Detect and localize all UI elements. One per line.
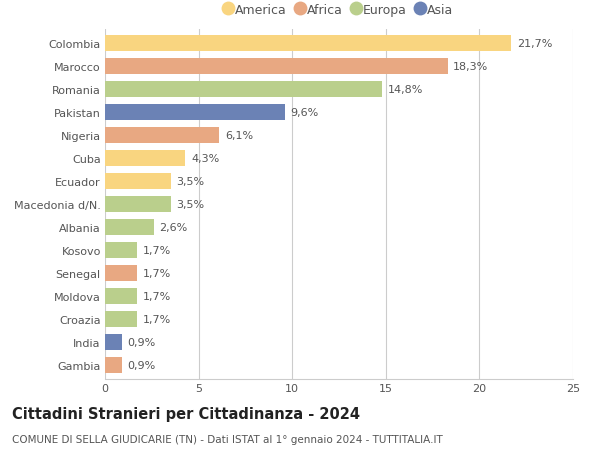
Text: COMUNE DI SELLA GIUDICARIE (TN) - Dati ISTAT al 1° gennaio 2024 - TUTTITALIA.IT: COMUNE DI SELLA GIUDICARIE (TN) - Dati I… — [12, 434, 443, 444]
Text: 18,3%: 18,3% — [453, 62, 488, 72]
Text: 1,7%: 1,7% — [142, 268, 170, 278]
Bar — [105, 81, 382, 97]
Text: 1,7%: 1,7% — [142, 245, 170, 255]
Bar — [105, 150, 185, 166]
Text: 3,5%: 3,5% — [176, 176, 204, 186]
Text: 1,7%: 1,7% — [142, 314, 170, 324]
Text: 14,8%: 14,8% — [388, 84, 423, 95]
Text: 9,6%: 9,6% — [290, 107, 319, 118]
Text: 1,7%: 1,7% — [142, 291, 170, 301]
Bar — [105, 196, 170, 212]
Bar — [105, 58, 448, 74]
Bar — [105, 288, 137, 304]
Bar — [105, 219, 154, 235]
Text: 0,9%: 0,9% — [127, 337, 156, 347]
Bar — [105, 173, 170, 189]
Bar — [105, 357, 122, 373]
Bar — [105, 334, 122, 350]
Legend: America, Africa, Europa, Asia: America, Africa, Europa, Asia — [225, 4, 453, 17]
Text: 21,7%: 21,7% — [517, 39, 552, 49]
Text: 0,9%: 0,9% — [127, 360, 156, 370]
Bar — [105, 36, 511, 52]
Text: 3,5%: 3,5% — [176, 199, 204, 209]
Bar — [105, 105, 285, 120]
Bar — [105, 128, 219, 143]
Text: Cittadini Stranieri per Cittadinanza - 2024: Cittadini Stranieri per Cittadinanza - 2… — [12, 406, 360, 421]
Text: 2,6%: 2,6% — [159, 222, 188, 232]
Bar — [105, 242, 137, 258]
Text: 4,3%: 4,3% — [191, 153, 220, 163]
Text: 6,1%: 6,1% — [225, 130, 253, 140]
Bar — [105, 311, 137, 327]
Bar — [105, 265, 137, 281]
